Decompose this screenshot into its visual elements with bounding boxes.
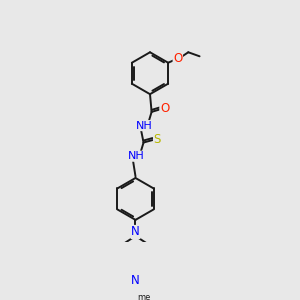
Text: S: S: [154, 133, 161, 146]
Text: O: O: [173, 52, 182, 65]
Text: me: me: [137, 293, 151, 300]
Text: N: N: [131, 274, 140, 287]
Text: NH: NH: [136, 121, 153, 130]
Text: O: O: [160, 102, 169, 115]
Text: N: N: [131, 226, 140, 238]
Text: NH: NH: [128, 151, 145, 161]
